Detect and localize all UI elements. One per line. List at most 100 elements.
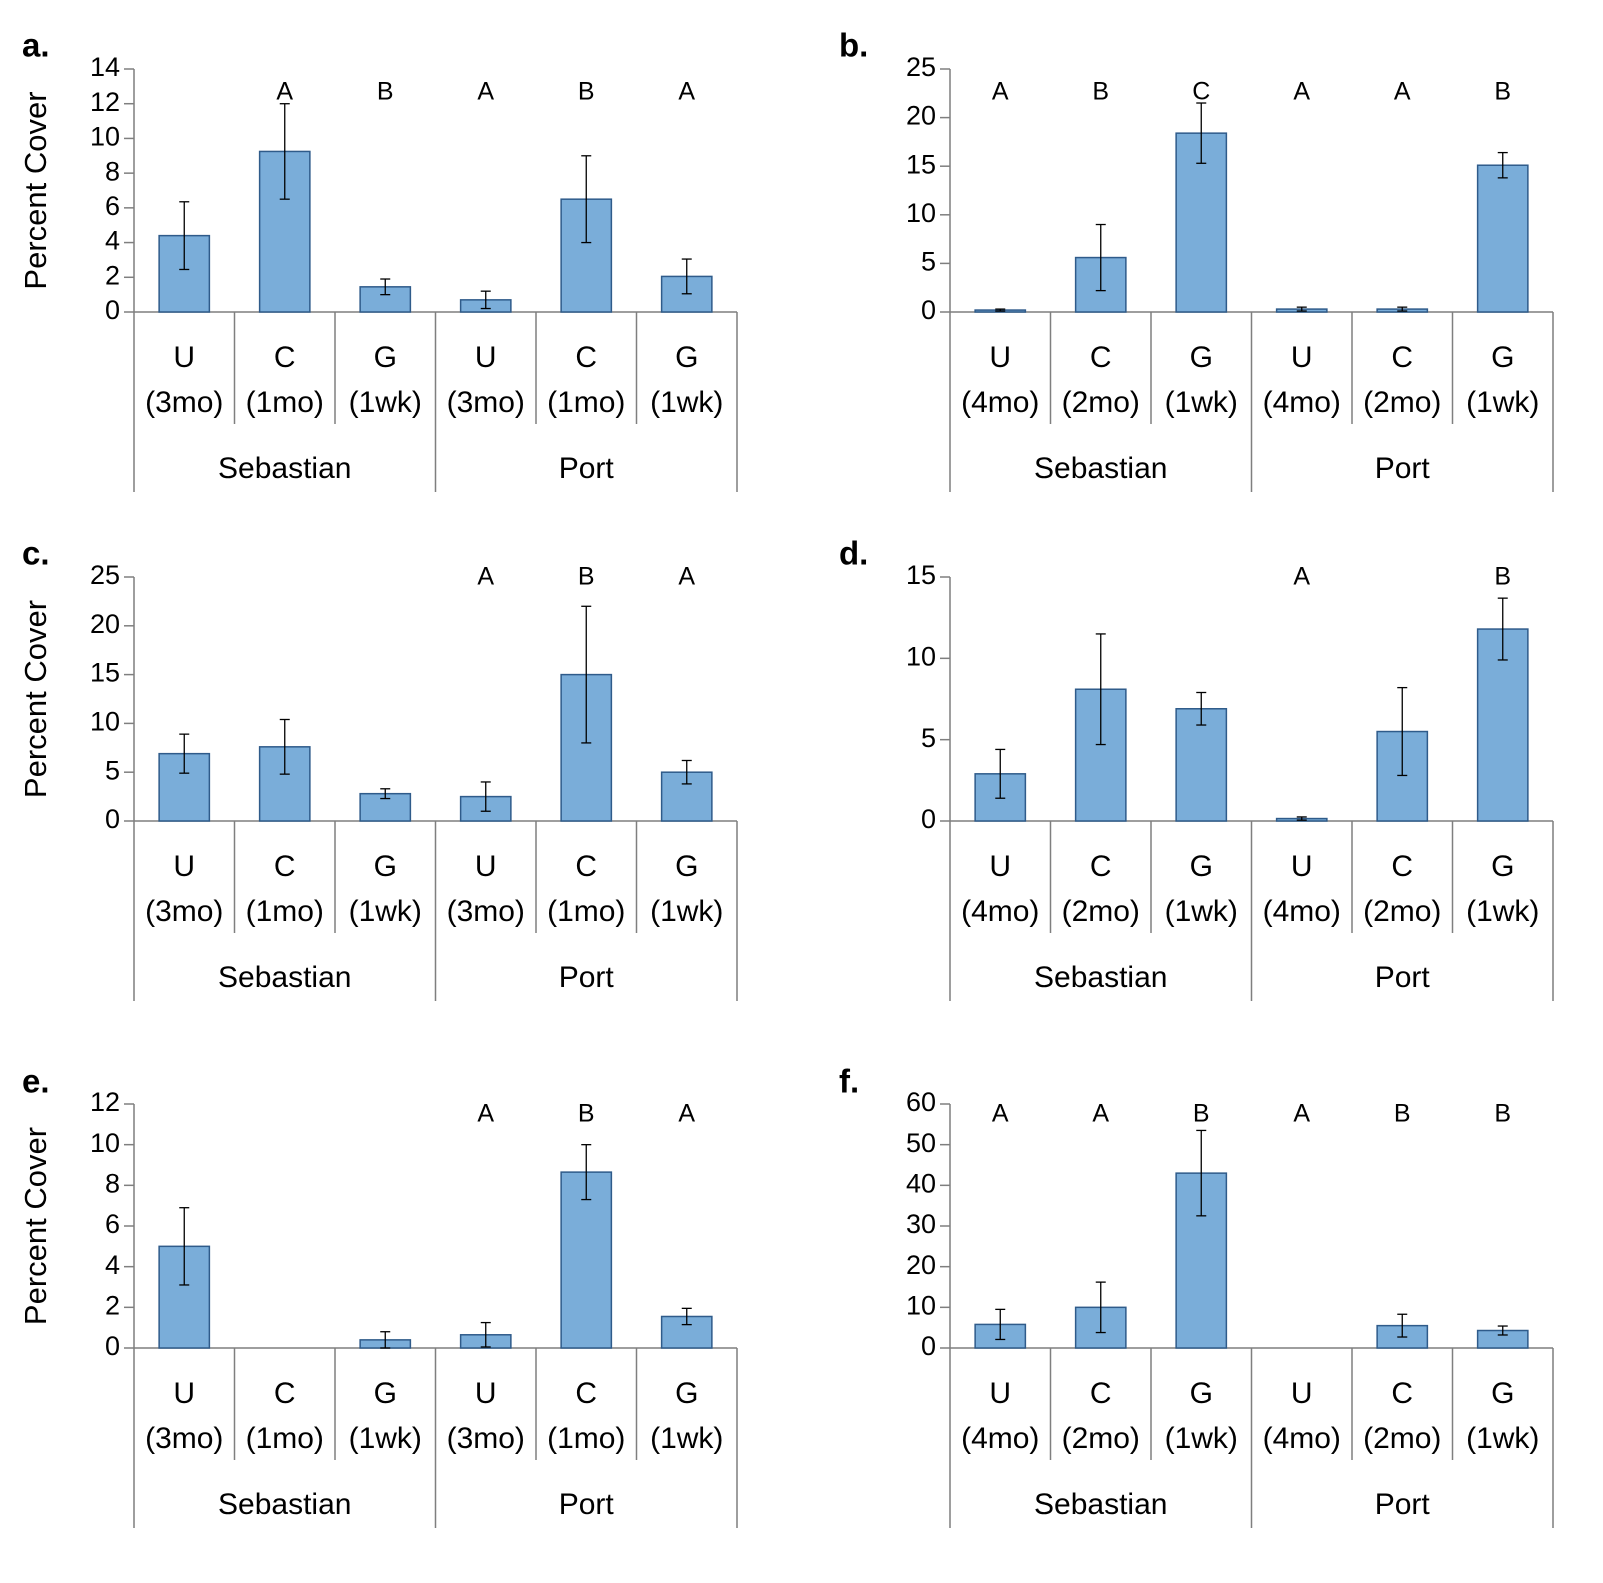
significance-letter: A — [992, 1100, 1009, 1128]
y-axis-title: Percent Cover — [18, 1127, 53, 1325]
category-sublabel: (1mo) — [547, 1422, 625, 1455]
y-tick-label: 0 — [105, 295, 120, 325]
group-label: Sebastian — [218, 961, 351, 994]
significance-letter: A — [477, 563, 494, 591]
category-sublabel: (1wk) — [1466, 1422, 1539, 1455]
y-tick-label: 15 — [906, 560, 936, 590]
category-sublabel: (1mo) — [547, 386, 625, 419]
y-tick-label: 25 — [90, 560, 120, 590]
y-tick-label: 6 — [105, 191, 120, 221]
y-tick-label: 10 — [90, 707, 120, 737]
category-label: G — [675, 341, 698, 374]
y-tick-label: 20 — [906, 1250, 936, 1280]
category-label: U — [173, 850, 195, 883]
group-label: Port — [1375, 452, 1431, 485]
group-label: Sebastian — [1034, 1488, 1167, 1521]
chart-panel-2: b. 0 5 10 15 20 25 A U (4mo) B C (2mo) C G (1wk) A U (4mo)… — [839, 27, 1554, 492]
category-label: G — [1190, 850, 1213, 883]
category-sublabel: (4mo) — [961, 386, 1039, 419]
y-tick-label: 8 — [105, 1168, 120, 1198]
y-tick-label: 2 — [105, 260, 120, 290]
category-sublabel: (2mo) — [1363, 386, 1441, 419]
category-label: U — [1291, 341, 1313, 374]
category-sublabel: (3mo) — [447, 386, 525, 419]
category-label: C — [575, 1377, 597, 1410]
significance-letter: A — [276, 78, 293, 106]
category-sublabel: (2mo) — [1363, 895, 1441, 928]
category-label: U — [475, 341, 497, 374]
group-label: Port — [559, 1488, 615, 1521]
category-label: U — [173, 341, 195, 374]
panel-label: d. — [839, 535, 868, 572]
significance-letter: B — [1494, 78, 1511, 106]
significance-letter: A — [1293, 563, 1310, 591]
y-tick-label: 30 — [906, 1209, 936, 1239]
significance-letter: A — [477, 1100, 494, 1128]
category-label: C — [1090, 341, 1112, 374]
y-tick-label: 0 — [105, 1331, 120, 1361]
group-label: Sebastian — [218, 452, 351, 485]
category-label: C — [274, 1377, 296, 1410]
category-label: C — [1391, 1377, 1413, 1410]
category-label: G — [1491, 1377, 1514, 1410]
group-label: Sebastian — [1034, 961, 1167, 994]
y-tick-label: 12 — [90, 1087, 120, 1117]
category-sublabel: (4mo) — [1263, 386, 1341, 419]
y-tick-label: 4 — [105, 226, 120, 256]
y-axis-title: Percent Cover — [18, 91, 53, 289]
group-label: Sebastian — [218, 1488, 351, 1521]
category-label: G — [1190, 1377, 1213, 1410]
category-label: U — [989, 341, 1011, 374]
category-label: C — [575, 341, 597, 374]
category-sublabel: (1wk) — [1165, 1422, 1238, 1455]
category-label: C — [1391, 341, 1413, 374]
panel-label: f. — [839, 1063, 859, 1100]
category-sublabel: (4mo) — [961, 895, 1039, 928]
category-label: U — [1291, 850, 1313, 883]
y-tick-label: 5 — [921, 723, 936, 753]
y-tick-label: 8 — [105, 156, 120, 186]
y-tick-label: 20 — [90, 609, 120, 639]
category-sublabel: (3mo) — [447, 1422, 525, 1455]
category-sublabel: (2mo) — [1062, 895, 1140, 928]
category-sublabel: (1wk) — [650, 895, 723, 928]
category-label: U — [475, 850, 497, 883]
category-sublabel: (2mo) — [1062, 386, 1140, 419]
category-sublabel: (1wk) — [1165, 895, 1238, 928]
bar — [1476, 164, 1529, 313]
category-label: C — [1090, 850, 1112, 883]
category-label: C — [1090, 1377, 1112, 1410]
category-sublabel: (1mo) — [547, 895, 625, 928]
category-sublabel: (2mo) — [1062, 1422, 1140, 1455]
significance-letter: B — [377, 78, 394, 106]
category-label: C — [1391, 850, 1413, 883]
significance-letter: A — [1394, 78, 1411, 106]
category-label: G — [675, 850, 698, 883]
bar — [560, 1171, 613, 1349]
significance-letter: B — [1092, 78, 1109, 106]
category-label: U — [173, 1377, 195, 1410]
category-label: C — [274, 341, 296, 374]
category-label: U — [989, 850, 1011, 883]
y-tick-label: 4 — [105, 1250, 120, 1280]
category-label: G — [675, 1377, 698, 1410]
significance-letter: A — [1293, 1100, 1310, 1128]
significance-letter: B — [578, 1100, 595, 1128]
y-tick-label: 0 — [921, 1331, 936, 1361]
significance-letter: A — [678, 563, 695, 591]
significance-letter: A — [1092, 1100, 1109, 1128]
y-tick-label: 10 — [906, 1290, 936, 1320]
category-sublabel: (1mo) — [246, 1422, 324, 1455]
y-tick-label: 14 — [90, 52, 120, 82]
group-label: Sebastian — [1034, 452, 1167, 485]
category-sublabel: (1wk) — [650, 386, 723, 419]
group-label: Port — [559, 961, 615, 994]
significance-letter: A — [678, 1100, 695, 1128]
category-label: C — [575, 850, 597, 883]
y-tick-label: 40 — [906, 1168, 936, 1198]
category-sublabel: (3mo) — [145, 386, 223, 419]
category-sublabel: (4mo) — [1263, 1422, 1341, 1455]
bar — [660, 771, 713, 822]
y-tick-label: 15 — [906, 149, 936, 179]
significance-letter: A — [678, 78, 695, 106]
